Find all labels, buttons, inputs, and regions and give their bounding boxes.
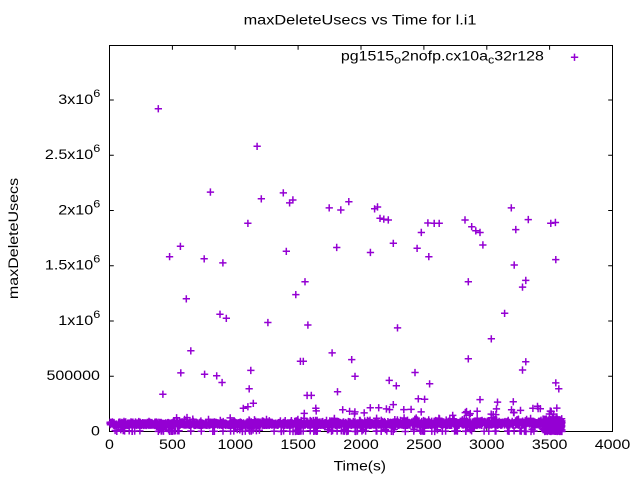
- svg-text:3500: 3500: [532, 437, 568, 453]
- svg-text:500: 500: [159, 437, 186, 453]
- svg-text:2.5x106: 2.5x106: [45, 142, 101, 163]
- svg-text:Time(s): Time(s): [334, 459, 387, 474]
- svg-text:0: 0: [91, 423, 100, 439]
- svg-text:2x106: 2x106: [58, 197, 100, 218]
- svg-text:maxDeleteUsecs: maxDeleteUsecs: [6, 178, 22, 299]
- svg-text:500000: 500000: [46, 368, 99, 384]
- svg-text:1500: 1500: [280, 437, 316, 453]
- svg-text:1x106: 1x106: [58, 308, 100, 329]
- svg-text:3000: 3000: [469, 437, 505, 453]
- svg-text:maxDeleteUsecs vs Time for l.i: maxDeleteUsecs vs Time for l.i1: [244, 13, 477, 29]
- svg-text:1.5x106: 1.5x106: [45, 252, 101, 273]
- svg-text:0: 0: [105, 437, 114, 453]
- svg-text:1000: 1000: [217, 437, 253, 453]
- svg-text:3x106: 3x106: [58, 87, 100, 108]
- svg-text:4000: 4000: [595, 437, 631, 453]
- svg-text:pg1515o2nofp.cx10ac32r128: pg1515o2nofp.cx10ac32r128: [341, 48, 544, 66]
- svg-text:2500: 2500: [406, 437, 442, 453]
- svg-text:2000: 2000: [343, 437, 379, 453]
